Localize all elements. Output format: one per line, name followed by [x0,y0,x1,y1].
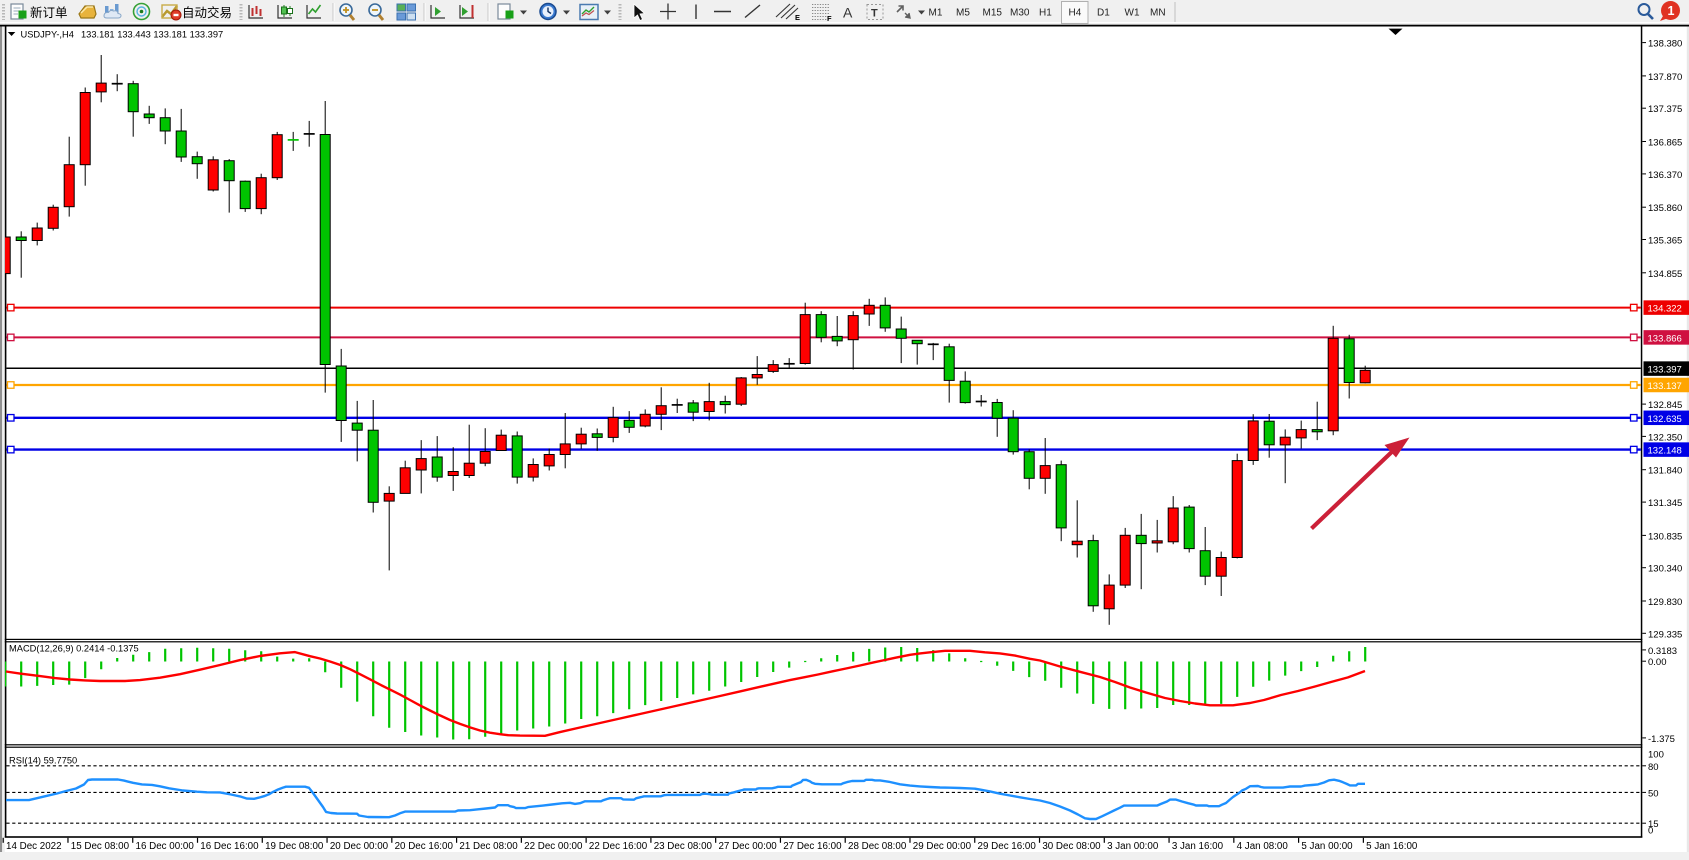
svg-text:-1.375: -1.375 [1648,734,1675,745]
svg-text:15: 15 [1648,819,1659,830]
svg-text:D1: D1 [1097,8,1110,19]
svg-text:W1: W1 [1125,8,1140,19]
svg-text:137.375: 137.375 [1648,104,1682,115]
svg-text:130.835: 130.835 [1648,531,1682,542]
svg-text:136.865: 136.865 [1648,138,1682,149]
svg-text:A: A [843,5,853,21]
svg-text:135.860: 135.860 [1648,203,1682,214]
svg-text:E: E [795,13,800,22]
svg-text:USDJPY-,H4: USDJPY-,H4 [21,30,74,40]
svg-text:14 Dec 2022: 14 Dec 2022 [6,841,62,852]
svg-text:0.00: 0.00 [1648,657,1667,668]
svg-text:20 Dec 00:00: 20 Dec 00:00 [330,841,389,852]
svg-text:100: 100 [1648,749,1664,760]
svg-text:M15: M15 [983,8,1003,19]
svg-text:133.866: 133.866 [1648,333,1682,344]
svg-text:自动交易: 自动交易 [182,5,232,20]
svg-text:5 Jan 00:00: 5 Jan 00:00 [1301,841,1353,852]
svg-text:H1: H1 [1039,8,1052,19]
svg-text:28 Dec 08:00: 28 Dec 08:00 [848,841,907,852]
svg-text:1: 1 [1668,4,1675,18]
svg-text:22 Dec 00:00: 22 Dec 00:00 [524,841,583,852]
svg-text:132.350: 132.350 [1648,432,1682,443]
svg-text:131.840: 131.840 [1648,466,1682,477]
svg-text:134.322: 134.322 [1648,304,1682,315]
svg-text:MN: MN [1150,8,1166,19]
svg-text:23 Dec 08:00: 23 Dec 08:00 [654,841,713,852]
svg-text:H4: H4 [1069,8,1082,19]
svg-text:136.370: 136.370 [1648,170,1682,181]
svg-text:133.397: 133.397 [1648,365,1682,376]
svg-text:137.870: 137.870 [1648,72,1682,83]
svg-text:19 Dec 08:00: 19 Dec 08:00 [265,841,324,852]
svg-text:132.148: 132.148 [1648,446,1682,457]
svg-text:132.845: 132.845 [1648,400,1682,411]
svg-text:27 Dec 00:00: 27 Dec 00:00 [718,841,777,852]
svg-text:133.181 133.443 133.181 133.39: 133.181 133.443 133.181 133.397 [81,30,223,40]
svg-text:16 Dec 00:00: 16 Dec 00:00 [136,841,195,852]
svg-text:16 Dec 16:00: 16 Dec 16:00 [200,841,259,852]
svg-text:30 Dec 08:00: 30 Dec 08:00 [1042,841,1101,852]
svg-text:131.345: 131.345 [1648,498,1682,509]
svg-text:129.335: 129.335 [1648,629,1682,640]
svg-text:0: 0 [1648,825,1653,836]
svg-text:3 Jan 16:00: 3 Jan 16:00 [1172,841,1224,852]
svg-text:M30: M30 [1010,8,1030,19]
svg-text:50: 50 [1648,788,1659,799]
svg-text:4 Jan 08:00: 4 Jan 08:00 [1237,841,1289,852]
svg-text:132.635: 132.635 [1648,414,1682,425]
svg-text:5 Jan 16:00: 5 Jan 16:00 [1366,841,1418,852]
svg-text:29 Dec 00:00: 29 Dec 00:00 [913,841,972,852]
svg-text:129.830: 129.830 [1648,597,1682,608]
svg-text:134.855: 134.855 [1648,269,1682,280]
svg-text:M1: M1 [929,8,943,19]
svg-text:130.340: 130.340 [1648,564,1682,575]
svg-text:0.3183: 0.3183 [1648,646,1677,657]
svg-text:RSI(14) 59.7750: RSI(14) 59.7750 [9,756,77,766]
svg-text:138.380: 138.380 [1648,39,1682,50]
svg-text:M5: M5 [956,8,970,19]
svg-text:29 Dec 16:00: 29 Dec 16:00 [978,841,1037,852]
svg-text:133.137: 133.137 [1648,381,1682,392]
svg-text:20 Dec 16:00: 20 Dec 16:00 [395,841,454,852]
svg-text:21 Dec 08:00: 21 Dec 08:00 [459,841,518,852]
svg-text:27 Dec 16:00: 27 Dec 16:00 [783,841,842,852]
svg-text:15 Dec 08:00: 15 Dec 08:00 [71,841,130,852]
svg-text:T: T [871,8,878,20]
svg-text:22 Dec 16:00: 22 Dec 16:00 [589,841,648,852]
svg-text:135.365: 135.365 [1648,236,1682,247]
svg-text:F: F [827,14,832,23]
svg-text:80: 80 [1648,762,1659,773]
svg-text:MACD(12,26,9) 0.2414 -0.1375: MACD(12,26,9) 0.2414 -0.1375 [9,644,139,654]
svg-text:新订单: 新订单 [30,5,68,20]
svg-text:3 Jan 00:00: 3 Jan 00:00 [1107,841,1159,852]
